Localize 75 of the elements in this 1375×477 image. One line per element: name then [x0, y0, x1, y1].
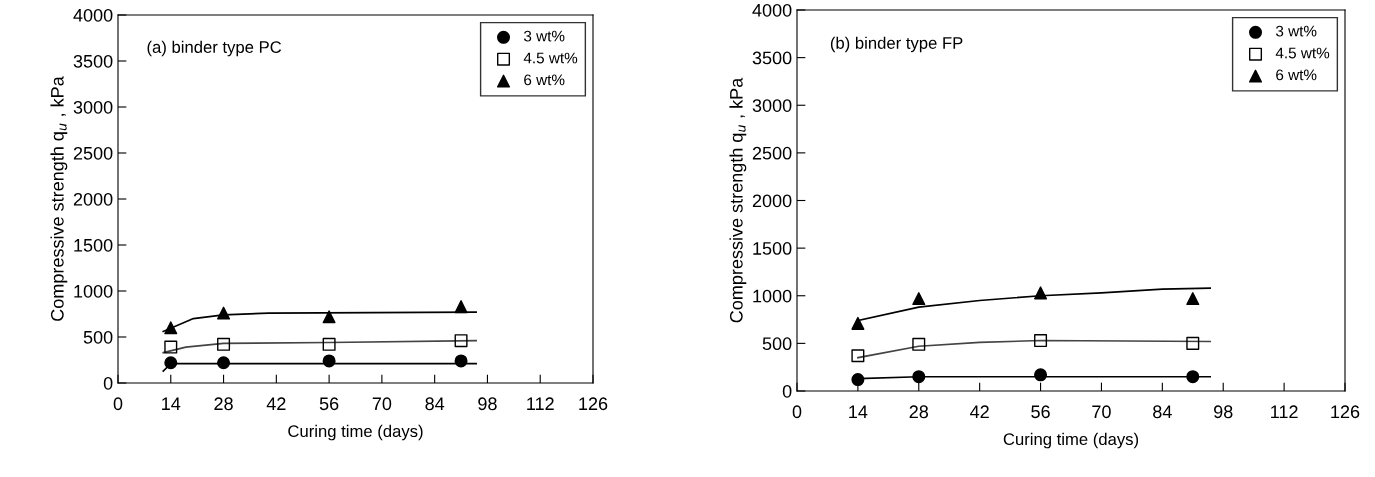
y-tick-label: 500: [83, 330, 113, 344]
legend-label: 3 wt%: [523, 30, 565, 42]
x-tick-label: 84: [425, 397, 445, 411]
x-tick-label: 98: [478, 397, 497, 411]
y-tick-label: 2000: [73, 192, 113, 206]
point: [217, 306, 231, 320]
legend-label: 3 wt%: [1275, 25, 1317, 37]
point: [454, 300, 468, 314]
point: [217, 337, 231, 351]
legend-label: 6 wt%: [524, 74, 565, 86]
point: [1034, 368, 1048, 382]
point: [164, 356, 178, 370]
x-tick-label: 56: [319, 397, 339, 411]
y-tick-label: 2500: [752, 146, 792, 160]
point: [912, 370, 926, 384]
point: [912, 292, 926, 306]
y-tick-label: 3000: [752, 99, 792, 112]
point: [851, 316, 865, 330]
x-tick-label: 28: [214, 397, 233, 411]
point: [217, 356, 231, 370]
x-tick-label: 126: [579, 397, 608, 411]
y-tick-label: 0: [782, 384, 792, 398]
y-tick-label: 500: [762, 337, 792, 351]
y-axis-title: Compressive strength q$_{u}$ , kPa: [50, 76, 68, 321]
legend-label: 4.5 wt%: [1275, 47, 1330, 59]
x-tick-label: 0: [792, 405, 802, 419]
x-tick-label: 0: [113, 397, 123, 411]
x-tick-label: 126: [1331, 405, 1360, 419]
y-tick-label: 1500: [74, 238, 113, 252]
text: (b) binder type FP: [830, 36, 963, 53]
y-axis-title: Compressive strength q$_{u}$ , kPa: [729, 77, 747, 323]
point: [1034, 286, 1048, 300]
y-tick-label: 2500: [73, 146, 113, 160]
point: [1034, 334, 1048, 348]
line-series: [162, 339, 477, 354]
point: [851, 373, 865, 387]
point: [1186, 292, 1200, 306]
point: [322, 337, 336, 351]
y-tick-label: 3500: [752, 51, 792, 65]
point: [322, 354, 336, 368]
x-axis-title: Curing time (days): [1003, 432, 1139, 449]
point: [164, 340, 178, 354]
x-tick-label: 112: [1271, 405, 1298, 418]
y-tick-label: 2000: [752, 194, 792, 208]
x-axis-title: Curing time (days): [288, 424, 423, 441]
x-tick-label: 28: [909, 405, 929, 419]
text: (a) binder type PC: [147, 40, 282, 57]
x-tick-label: 14: [849, 405, 868, 418]
point: [912, 337, 926, 351]
x-tick-label: 98: [1214, 405, 1233, 419]
y-tick-label: 4000: [73, 8, 113, 22]
point: [454, 334, 468, 348]
point: [322, 310, 336, 324]
y-tick-label: 0: [103, 376, 113, 390]
y-tick-label: 1000: [753, 289, 792, 303]
y-tick-label: 1000: [74, 284, 113, 298]
point: [851, 349, 865, 363]
legend-label: 4.5 wt%: [523, 52, 578, 64]
y-tick-label: 1500: [753, 242, 792, 255]
point: [164, 321, 178, 335]
point: [1186, 336, 1200, 350]
x-tick-label: 56: [1031, 405, 1050, 419]
point: [454, 354, 468, 368]
point: [1186, 370, 1200, 384]
y-tick-label: 4000: [752, 3, 792, 17]
x-tick-label: 14: [162, 397, 181, 410]
x-tick-label: 42: [266, 397, 286, 410]
x-tick-label: 112: [527, 397, 554, 410]
x-tick-label: 70: [1092, 405, 1111, 419]
y-tick-label: 3000: [73, 100, 113, 114]
x-tick-label: 42: [970, 405, 989, 418]
y-tick-label: 3500: [73, 54, 113, 68]
x-tick-label: 84: [1153, 405, 1172, 419]
legend-label: 6 wt%: [1276, 69, 1317, 81]
x-tick-label: 70: [372, 397, 392, 411]
